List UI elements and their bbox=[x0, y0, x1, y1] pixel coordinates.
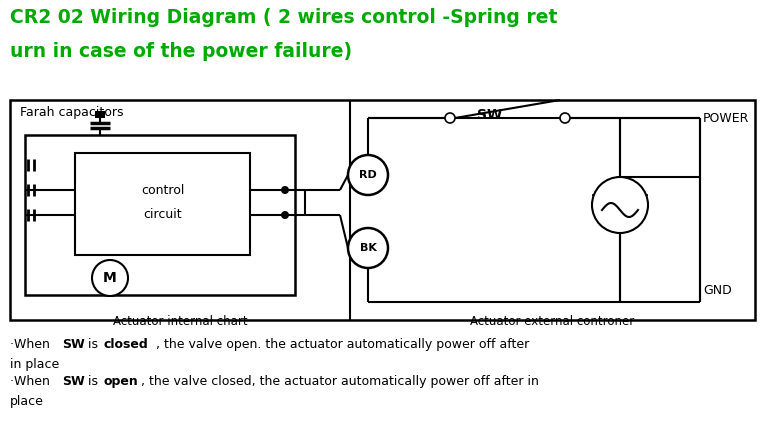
Text: SW: SW bbox=[62, 375, 85, 388]
Bar bbox=[25, 135, 295, 295]
Text: Farah capacitors: Farah capacitors bbox=[20, 106, 124, 119]
Text: is: is bbox=[84, 375, 102, 388]
Text: open: open bbox=[104, 375, 138, 388]
Text: urn in case of the power failure): urn in case of the power failure) bbox=[10, 42, 352, 61]
Text: closed: closed bbox=[104, 338, 148, 351]
Bar bbox=[75, 153, 250, 255]
Text: M: M bbox=[103, 271, 117, 285]
Circle shape bbox=[592, 177, 648, 233]
Circle shape bbox=[92, 260, 128, 296]
Text: , the valve open. the actuator automatically power off after: , the valve open. the actuator automatic… bbox=[152, 338, 529, 351]
Circle shape bbox=[348, 228, 388, 268]
Bar bbox=[10, 100, 755, 320]
Text: circuit: circuit bbox=[143, 208, 181, 222]
Text: SW: SW bbox=[478, 108, 503, 122]
Circle shape bbox=[348, 155, 388, 195]
Text: ·When: ·When bbox=[10, 375, 54, 388]
Text: place: place bbox=[10, 395, 44, 408]
Text: , the valve closed, the actuator automatically power off after in: , the valve closed, the actuator automat… bbox=[141, 375, 539, 388]
Text: BK: BK bbox=[360, 243, 377, 253]
Text: GND: GND bbox=[703, 284, 732, 297]
Bar bbox=[95, 111, 105, 118]
Circle shape bbox=[281, 186, 289, 194]
Text: control: control bbox=[141, 183, 185, 197]
Text: Actuator external controner: Actuator external controner bbox=[471, 315, 634, 328]
Circle shape bbox=[445, 113, 455, 123]
Circle shape bbox=[281, 211, 289, 219]
Text: RD: RD bbox=[359, 170, 377, 180]
Text: in place: in place bbox=[10, 358, 59, 371]
Text: SW: SW bbox=[62, 338, 85, 351]
Circle shape bbox=[560, 113, 570, 123]
Text: ·When: ·When bbox=[10, 338, 54, 351]
Text: Actuator internal chart: Actuator internal chart bbox=[113, 315, 248, 328]
Text: POWER: POWER bbox=[703, 112, 749, 124]
Text: CR2 02 Wiring Diagram ( 2 wires control -Spring ret: CR2 02 Wiring Diagram ( 2 wires control … bbox=[10, 8, 558, 27]
Text: is: is bbox=[84, 338, 102, 351]
